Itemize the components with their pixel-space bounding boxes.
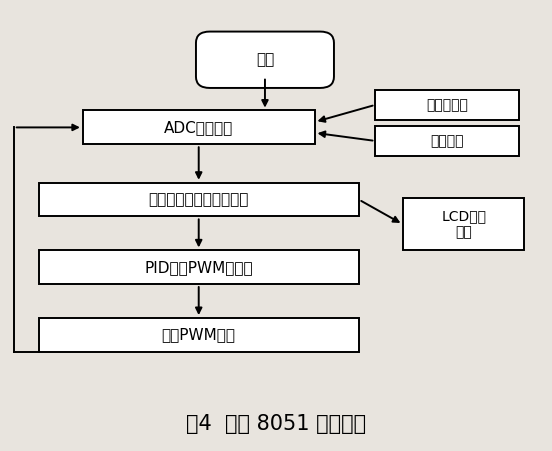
Text: 上电: 上电 (256, 52, 274, 67)
Text: LCD转速
显示: LCD转速 显示 (441, 209, 486, 239)
Text: 图4  内核 8051 控制流程: 图4 内核 8051 控制流程 (186, 414, 366, 434)
Text: 计算设定转速和实际转速: 计算设定转速和实际转速 (148, 192, 249, 207)
Text: PID计算PWM占空比: PID计算PWM占空比 (145, 260, 253, 275)
Text: 电位器电压: 电位器电压 (426, 98, 468, 112)
Bar (83, 110, 315, 144)
Bar (375, 90, 519, 120)
Bar (403, 198, 524, 250)
Bar (39, 183, 359, 216)
Text: 三相PWM输出: 三相PWM输出 (162, 327, 236, 342)
FancyBboxPatch shape (196, 32, 334, 88)
Bar (375, 126, 519, 156)
Bar (39, 318, 359, 352)
Bar (39, 250, 359, 284)
Text: 反电动势: 反电动势 (431, 134, 464, 148)
Text: ADC循环采样: ADC循环采样 (164, 120, 233, 135)
